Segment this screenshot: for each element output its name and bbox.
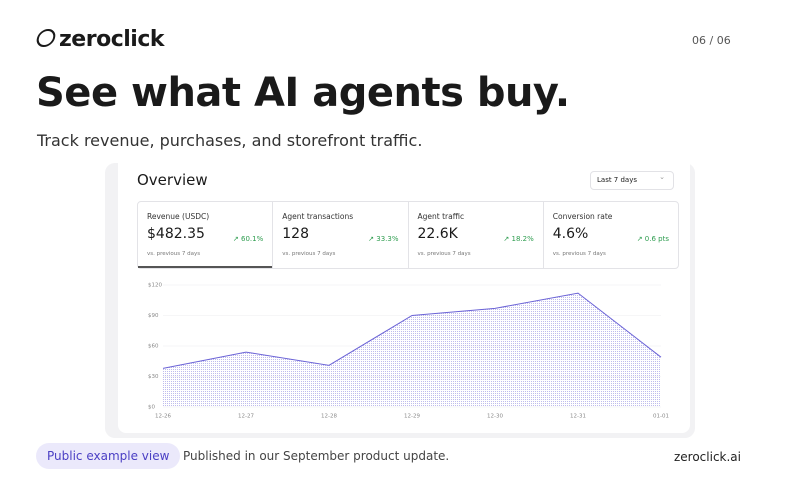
metric-change: ↗ 33.3% <box>368 235 398 243</box>
x-tick-label: 12-28 <box>321 414 337 420</box>
logo-text: zeroclick <box>59 27 164 52</box>
y-tick-label: $30 <box>148 374 159 380</box>
trend-icon: ↗ <box>368 235 377 243</box>
metric-tile: Conversion rate 4.6% ↗ 0.6 pts vs. previous… <box>542 202 678 268</box>
footer-note: Published in our September product updat… <box>183 449 450 463</box>
page-number: 06 / 06 <box>692 34 731 47</box>
metric-label: Revenue (USDC) <box>147 212 210 221</box>
logo-mark <box>34 29 58 47</box>
range-dropdown[interactable]: Last 7 days <box>590 169 674 190</box>
example-badge[interactable]: Public example view <box>36 443 181 469</box>
x-tick-label: 12-30 <box>487 414 503 420</box>
change-value: 33.3% <box>376 235 399 243</box>
metric-note: vs. previous 7 days <box>282 251 336 257</box>
metric-label: Agent transactions <box>282 212 354 221</box>
revenue-chart: $0 $30 $60 $90 $120 12-26 12-27 12-28 12-29 12-30… <box>148 283 669 420</box>
site-link[interactable]: zeroclick.ai <box>673 450 741 464</box>
y-tick-label: $0 <box>148 405 155 411</box>
metrics-row: Revenue (USDC) $482.35 ↗ 60.1% vs. previous… <box>137 201 679 269</box>
metric-value: 4.6% <box>552 226 589 242</box>
trend-icon: ↗ <box>636 235 645 243</box>
metric-tile: Agent transactions 128 ↗ 33.3% vs. previous… <box>272 202 407 268</box>
change-value: 0.6 pts <box>644 235 669 243</box>
metric-change: ↗ 60.1% <box>233 235 263 243</box>
metric-note: vs. previous 7 days <box>147 251 201 257</box>
metric-change: ↗ 0.6 pts <box>637 235 669 243</box>
x-tick-label: 12-29 <box>404 414 420 420</box>
y-tick-label: $60 <box>148 344 159 350</box>
metric-note: vs. previous 7 days <box>417 251 471 257</box>
metric-tile: Agent traffic 22.6K ↗ 18.2% vs. previous 7 … <box>407 202 543 268</box>
metric-note: vs. previous 7 days <box>552 251 606 257</box>
y-tick-label: $120 <box>148 283 162 289</box>
trend-icon: ↗ <box>232 235 241 243</box>
trend-icon: ↗ <box>503 235 512 243</box>
metric-value: 22.6K <box>417 226 458 242</box>
area-fill <box>163 293 661 407</box>
metric-label: Agent traffic <box>417 212 465 221</box>
change-value: 60.1% <box>241 235 264 243</box>
logo: zeroclick <box>34 27 164 52</box>
x-tick-label: 01-01 <box>653 414 669 420</box>
change-value: 18.2% <box>511 235 534 243</box>
metric-value: 128 <box>282 226 309 242</box>
metric-change: ↗ 18.2% <box>503 235 533 243</box>
x-tick-label: 12-26 <box>155 414 171 420</box>
x-tick-label: 12-27 <box>238 414 254 420</box>
line <box>162 292 662 369</box>
metric-tile: Revenue (USDC) $482.35 ↗ 60.1% vs. previous… <box>138 202 273 268</box>
metric-value: $482.35 <box>147 226 205 242</box>
x-tick-label: 12-31 <box>570 414 586 420</box>
y-tick-label: $90 <box>148 313 159 319</box>
subheadline: Track revenue, purchases, and storefront… <box>37 131 423 150</box>
metric-label: Conversion rate <box>552 212 613 221</box>
dashboard-title: Overview <box>137 171 208 189</box>
headline: See what AI agents buy. <box>36 70 570 116</box>
